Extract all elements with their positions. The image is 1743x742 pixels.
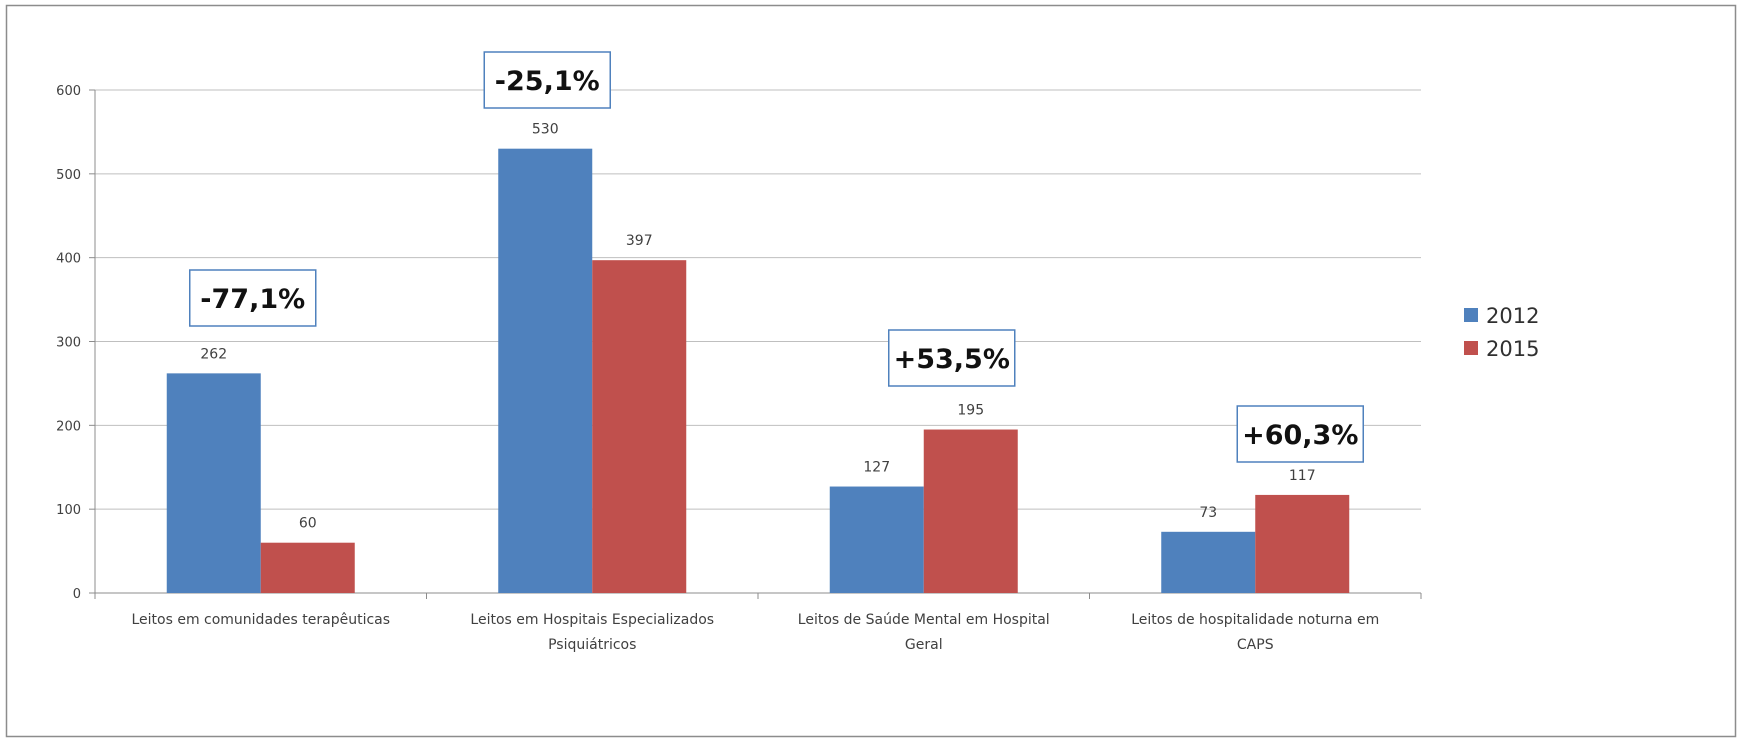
annotations: -77,1% -25,1% +53,5% +60,3%	[189, 51, 1364, 463]
data-label: 127	[863, 460, 890, 476]
legend-item-2015: 2015	[1464, 337, 1539, 361]
x-category-label: Leitos em Hospitais Especializados	[470, 612, 714, 628]
y-tick-label: 600	[56, 84, 81, 99]
annotation-text: +53,5%	[894, 344, 1010, 375]
legend-swatch	[1464, 341, 1478, 355]
legend: 2012 2015	[1464, 304, 1539, 361]
data-label: 73	[1199, 505, 1217, 521]
legend-label: 2012	[1486, 304, 1539, 328]
bar-2012-3	[829, 486, 924, 593]
annotation-callout: -25,1%	[483, 51, 611, 109]
gridlines	[95, 89, 1421, 510]
annotation-box	[483, 51, 611, 109]
annotation-callout: +60,3%	[1236, 405, 1364, 463]
annotation-callout: +53,5%	[888, 329, 1016, 387]
annotation-text: -25,1%	[495, 66, 600, 97]
y-tick-label: 200	[56, 419, 81, 434]
annotation-box	[888, 329, 1016, 387]
data-label: 530	[532, 122, 559, 138]
y-tick-label: 0	[73, 587, 81, 602]
data-label: 262	[200, 346, 227, 362]
legend-item-2012: 2012	[1464, 304, 1539, 328]
x-category-label: Leitos de Saúde Mental em Hospital	[798, 612, 1050, 628]
bar-2012-4	[1161, 531, 1256, 593]
y-tick-label: 100	[56, 503, 81, 518]
x-category-label: Psiquiátricos	[548, 637, 636, 653]
data-labels: 262 60 530 397 127 195 73 117	[200, 122, 1315, 532]
annotation-box	[189, 269, 317, 327]
x-category-label: Leitos de hospitalidade noturna em	[1131, 612, 1379, 628]
bar-2015-4	[1255, 494, 1350, 593]
data-label: 60	[299, 516, 317, 532]
data-label: 397	[626, 233, 653, 249]
legend-swatch	[1464, 308, 1478, 322]
annotation-text: +60,3%	[1242, 420, 1358, 451]
category-labels: Leitos em comunidades terapêuticas Leitos…	[131, 612, 1379, 653]
annotation-callout: -77,1%	[189, 269, 317, 327]
x-category-label: Leitos em comunidades terapêuticas	[131, 612, 390, 628]
bars	[166, 148, 1350, 593]
y-tick-label: 500	[56, 168, 81, 183]
bar-2015-2	[592, 260, 687, 593]
legend-label: 2015	[1486, 337, 1539, 361]
annotation-text: -77,1%	[200, 284, 305, 315]
y-tick-label: 400	[56, 252, 81, 267]
data-label: 195	[957, 403, 984, 419]
bar-2012-1	[166, 373, 261, 593]
x-category-label: CAPS	[1237, 637, 1274, 653]
chart-border	[5, 4, 1737, 738]
annotation-box	[1236, 405, 1364, 463]
bar-2015-1	[260, 542, 355, 593]
data-label: 117	[1289, 468, 1316, 484]
y-tick-label: 300	[56, 336, 81, 351]
x-category-label: Geral	[905, 637, 943, 653]
bar-2015-3	[923, 429, 1018, 593]
bar-2012-2	[498, 148, 593, 593]
